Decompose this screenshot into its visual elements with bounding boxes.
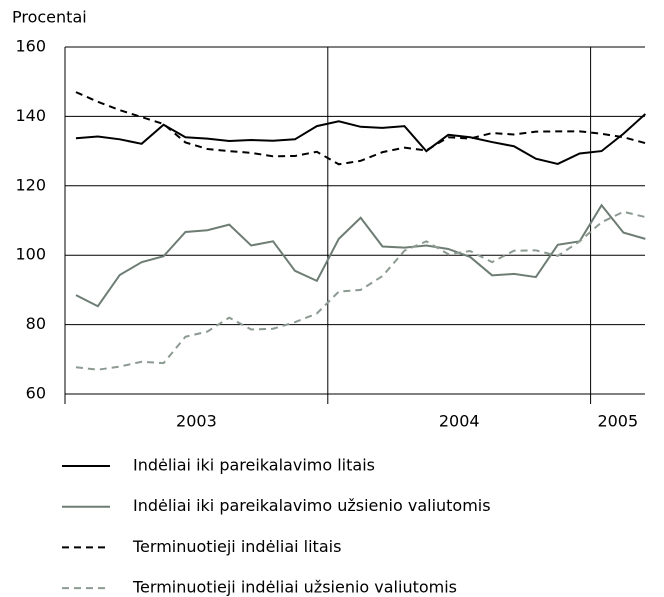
y-tick-label: 140 xyxy=(15,106,46,125)
y-axis-label: Procentai xyxy=(12,8,87,27)
y-tick-label: 80 xyxy=(26,314,46,333)
line-series xyxy=(75,210,646,371)
legend-label: Terminuotieji indėliai litais xyxy=(132,537,341,556)
line-series xyxy=(75,203,646,308)
legend-label: Indėliai iki pareikalavimo užsienio vali… xyxy=(133,496,491,515)
line-series xyxy=(75,91,646,166)
y-tick-label: 160 xyxy=(15,37,46,56)
y-tick-label: 120 xyxy=(15,175,46,194)
x-tick-label: 2004 xyxy=(439,412,480,431)
x-tick-label: 2003 xyxy=(176,412,217,431)
y-tick-label: 60 xyxy=(26,384,46,403)
y-tick-label: 100 xyxy=(15,245,46,264)
legend-label: Terminuotieji indėliai užsienio valiutom… xyxy=(132,578,457,597)
legend-label: Indėliai iki pareikalavimo litais xyxy=(133,456,375,475)
x-tick-label: 2005 xyxy=(597,412,638,431)
line-series xyxy=(75,113,647,165)
